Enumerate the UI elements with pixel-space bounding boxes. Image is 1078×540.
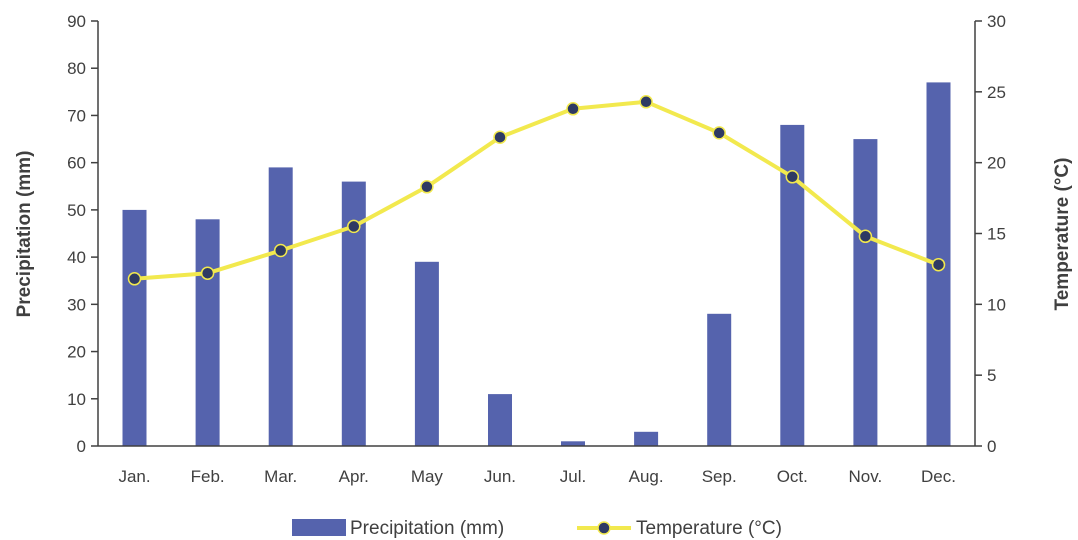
temperature-marker: [639, 95, 653, 109]
left-tick-label: 70: [67, 106, 86, 125]
left-tick-label: 10: [67, 390, 86, 409]
x-tick-label: Nov.: [849, 467, 883, 486]
left-tick-label: 20: [67, 343, 86, 362]
temperature-marker: [712, 126, 726, 140]
left-tick-label: 90: [67, 12, 86, 31]
ticks: 0 10 20 30 40 50 60 70 80 90 0 5 10 15 20 25 30 Jan. Feb. M…: [67, 12, 1006, 486]
x-tick-label: Jul.: [560, 467, 586, 486]
precipitation-bar: [122, 209, 147, 446]
temperature-marker: [858, 229, 873, 244]
legend-precipitation-label: Precipitation (mm): [350, 518, 504, 539]
right-tick-label: 30: [987, 12, 1006, 31]
temperature-marker: [200, 266, 215, 280]
x-tick-label: Mar.: [264, 467, 297, 486]
precipitation-bar: [414, 261, 439, 446]
right-tick-label: 25: [987, 83, 1006, 102]
left-tick-label: 40: [67, 248, 86, 267]
temperature-marker: [127, 272, 142, 286]
axes: [97, 21, 976, 447]
plot-area: [122, 82, 951, 447]
left-tick-label: 80: [67, 59, 86, 78]
precipitation-bar: [634, 431, 659, 446]
temperature-marker: [273, 243, 288, 258]
legend-precipitation-swatch: [292, 519, 346, 536]
temperature-marker: [931, 257, 946, 272]
x-tick-label: Feb.: [191, 467, 225, 486]
left-tick-label: 50: [67, 201, 86, 220]
left-tick-label: 60: [67, 154, 86, 173]
x-tick-label: Aug.: [629, 467, 664, 486]
temperature-line: [134, 99, 940, 281]
right-tick-label: 5: [987, 366, 996, 385]
right-tick-label: 20: [987, 154, 1006, 173]
right-axis-title: Temperature (°C): [1052, 158, 1073, 311]
x-tick-label: Dec.: [921, 467, 956, 486]
precipitation-bar: [853, 139, 878, 446]
precipitation-bar: [488, 394, 512, 446]
temperature-marker: [785, 170, 800, 184]
x-tick-label: Jan.: [118, 467, 150, 486]
precipitation-bar: [561, 441, 585, 446]
left-axis-title: Precipitation (mm): [14, 151, 35, 318]
temperature-marker: [566, 102, 580, 116]
x-tick-label: Jun.: [484, 467, 516, 486]
temperature-marker: [420, 180, 434, 194]
right-tick-label: 10: [987, 295, 1006, 314]
x-tick-label: May: [411, 467, 444, 486]
temperature-marker: [347, 219, 361, 234]
temperature-marker: [493, 130, 507, 144]
legend-temperature-marker: [597, 521, 611, 535]
right-tick-label: 0: [987, 437, 996, 456]
legend: Precipitation (mm) Temperature (°C): [292, 518, 782, 539]
legend-temperature-label: Temperature (°C): [636, 518, 782, 539]
precipitation-bar: [707, 313, 732, 446]
x-tick-label: Sep.: [702, 467, 737, 486]
right-tick-label: 15: [987, 225, 1006, 244]
x-tick-label: Oct.: [777, 467, 808, 486]
left-tick-label: 0: [77, 437, 86, 456]
left-tick-label: 30: [67, 295, 86, 314]
precipitation-bar: [195, 219, 220, 446]
x-tick-label: Apr.: [339, 467, 369, 486]
precipitation-bar: [268, 167, 293, 446]
